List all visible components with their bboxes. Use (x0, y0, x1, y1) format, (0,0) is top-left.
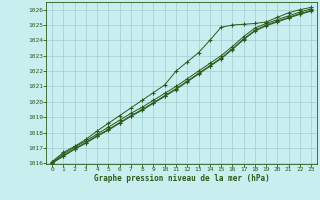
X-axis label: Graphe pression niveau de la mer (hPa): Graphe pression niveau de la mer (hPa) (94, 174, 269, 183)
